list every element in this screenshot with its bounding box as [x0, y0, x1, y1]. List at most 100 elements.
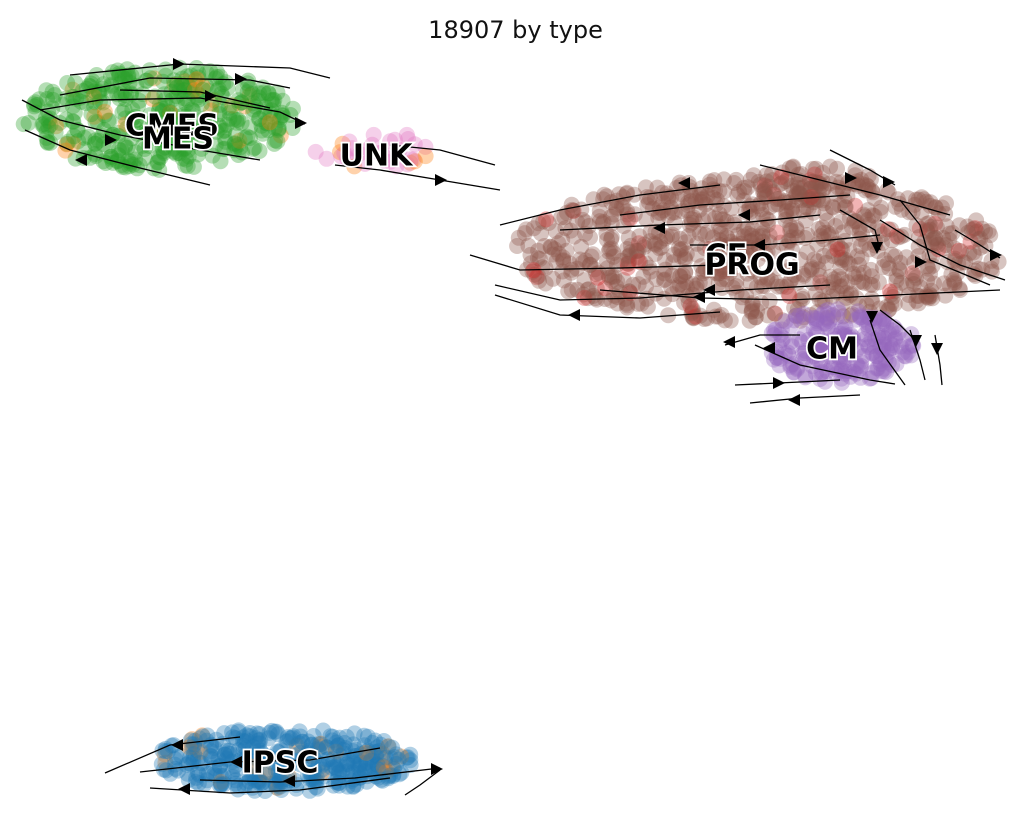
- cell-point: [187, 72, 203, 89]
- cell-point: [868, 348, 885, 364]
- cell-point: [950, 242, 967, 259]
- cell-point: [773, 278, 790, 295]
- cell-point: [251, 726, 268, 742]
- cell-point: [65, 135, 82, 152]
- cell-point: [764, 184, 781, 201]
- cell-point: [248, 763, 264, 780]
- cell-point: [808, 315, 825, 332]
- cell-point: [306, 760, 322, 777]
- cell-point: [631, 235, 647, 252]
- cell-point: [870, 360, 886, 377]
- cell-point: [819, 212, 836, 229]
- cell-point: [829, 309, 845, 326]
- cell-point: [242, 80, 258, 97]
- cell-point: [197, 77, 214, 94]
- cell-point: [182, 749, 198, 766]
- cell-point: [114, 68, 131, 85]
- cell-point: [946, 275, 963, 292]
- cell-point: [809, 311, 825, 328]
- cell-point: [286, 747, 303, 764]
- cell-point: [847, 269, 863, 286]
- cell-point: [772, 234, 789, 251]
- cell-point: [563, 196, 580, 213]
- cell-point: [29, 96, 46, 113]
- cell-point: [373, 144, 390, 161]
- cell-point: [576, 272, 593, 289]
- cell-point: [269, 780, 286, 796]
- cell-point: [716, 312, 733, 329]
- cell-point: [334, 763, 351, 780]
- cell-point: [808, 343, 825, 360]
- stream-arrow: [105, 134, 117, 146]
- cell-point: [852, 238, 869, 255]
- cell-point: [149, 154, 166, 171]
- cell-point: [606, 206, 623, 223]
- cell-point: [619, 203, 636, 220]
- cell-point: [278, 733, 295, 750]
- cell-point: [936, 275, 952, 292]
- cell-point: [365, 759, 381, 776]
- cell-point: [875, 329, 892, 346]
- cell-point: [215, 767, 232, 784]
- cell-point: [687, 308, 704, 325]
- cell-point: [179, 68, 196, 85]
- cell-point: [823, 226, 840, 243]
- cell-point: [856, 326, 873, 343]
- cell-point: [321, 751, 338, 767]
- cell-point: [820, 279, 837, 296]
- cell-point: [652, 233, 669, 250]
- cell-point: [669, 191, 686, 208]
- cell-point: [805, 190, 822, 207]
- cell-point: [282, 730, 299, 747]
- cell-point: [777, 173, 794, 190]
- cell-point: [127, 144, 144, 161]
- cell-point: [198, 118, 214, 135]
- cell-point: [829, 284, 846, 301]
- cell-point: [818, 336, 835, 353]
- cell-point: [919, 272, 936, 289]
- cell-point: [870, 274, 887, 291]
- cell-point: [141, 138, 158, 154]
- cell-point: [739, 179, 756, 196]
- cell-point: [705, 190, 722, 206]
- cell-point: [681, 216, 698, 233]
- cell-point: [833, 252, 850, 268]
- cell-point: [728, 171, 745, 188]
- cell-point: [95, 94, 112, 111]
- cell-point: [288, 737, 305, 754]
- cell-point: [952, 282, 969, 298]
- cell-point: [881, 325, 897, 342]
- cell-point: [116, 68, 133, 84]
- cell-point: [388, 158, 405, 175]
- cell-point: [744, 220, 761, 237]
- cell-point: [563, 264, 580, 281]
- cell-point: [853, 171, 870, 188]
- cell-point: [657, 230, 673, 247]
- cell-point: [383, 750, 400, 767]
- cell-point: [268, 750, 285, 767]
- cell-point: [218, 742, 235, 759]
- cell-point: [961, 245, 978, 262]
- cell-point: [844, 329, 861, 346]
- cell-point: [109, 153, 126, 170]
- cell-point: [221, 110, 238, 127]
- cluster-label-cf: CF: [705, 239, 748, 274]
- cell-point: [555, 252, 572, 269]
- cell-point: [770, 260, 787, 277]
- cell-point: [96, 103, 113, 120]
- cell-point: [766, 321, 783, 338]
- cell-point: [785, 183, 802, 200]
- cell-point: [163, 114, 180, 131]
- cell-point: [761, 178, 778, 195]
- cell-point: [626, 186, 643, 203]
- cell-point: [983, 260, 1000, 277]
- cell-point: [615, 198, 632, 215]
- cell-point: [42, 116, 59, 133]
- scatter-points: [15, 59, 1007, 799]
- cell-point: [260, 122, 277, 139]
- cell-point: [162, 104, 179, 121]
- cell-point: [27, 104, 44, 121]
- cell-point: [789, 359, 805, 376]
- cell-point: [87, 132, 104, 149]
- cell-point: [48, 118, 65, 135]
